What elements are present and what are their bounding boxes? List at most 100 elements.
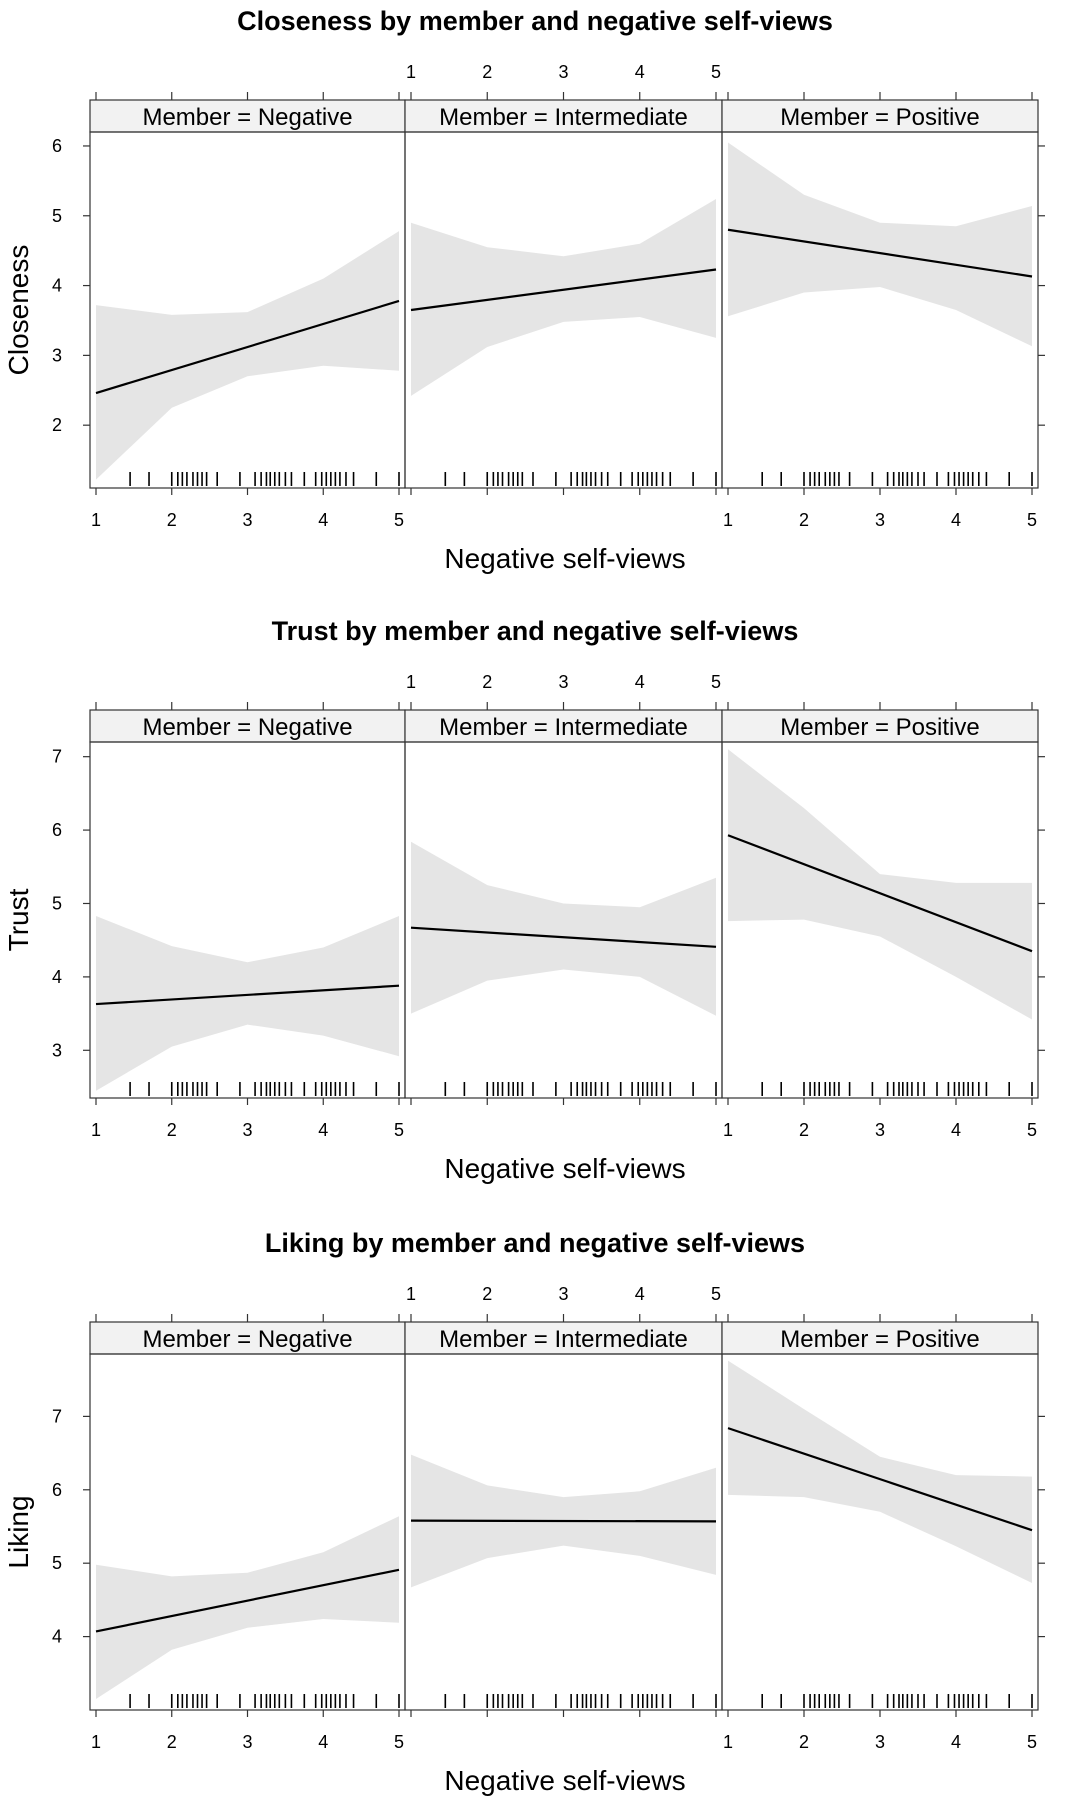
plot-title: Liking by member and negative self-views (265, 1228, 805, 1258)
x-tick-label: 4 (635, 1284, 645, 1304)
x-tick-label: 5 (711, 672, 721, 692)
confidence-band (96, 916, 399, 1091)
y-tick-label: 5 (52, 1553, 62, 1573)
panel-1: Member = Intermediate 1 2 3 4 5 (404, 672, 723, 1105)
x-axis-title: Negative self-views (444, 543, 685, 574)
fit-line (410, 268, 717, 312)
x-tick-label: 1 (91, 1732, 101, 1752)
y-tick-label: 3 (52, 1040, 62, 1060)
x-tick-label: 4 (951, 1120, 961, 1140)
figure-2: Liking by member and negative self-views… (3, 1228, 1045, 1796)
y-tick-label: 5 (52, 206, 62, 226)
confidence-band (728, 142, 1032, 347)
figure-1: Trust by member and negative self-views T… (3, 616, 1045, 1184)
x-tick-label: 4 (635, 672, 645, 692)
strip-label: Member = Positive (780, 714, 979, 741)
fit-line (95, 299, 400, 395)
panel-0: Member = Negative 1 2 3 4 5 (89, 1314, 406, 1752)
y-tick-label: 7 (52, 1406, 62, 1426)
x-tick-label: 2 (799, 510, 809, 530)
confidence-band (411, 199, 716, 396)
strip (89, 99, 406, 133)
x-tick-label: 3 (875, 510, 885, 530)
x-tick-label: 5 (394, 1120, 404, 1140)
y-tick-label: 6 (52, 1480, 62, 1500)
x-tick-label: 2 (167, 510, 177, 530)
x-tick-label: 3 (558, 62, 568, 82)
fit-line (410, 1519, 717, 1523)
figure-0: Closeness by member and negative self-vi… (3, 6, 1045, 574)
y-axis-title: Closeness (3, 245, 34, 376)
x-tick-label: 5 (711, 1284, 721, 1304)
x-axis-title: Negative self-views (444, 1153, 685, 1184)
x-tick-label: 3 (558, 1284, 568, 1304)
fit-line (727, 834, 1033, 953)
y-tick-label: 2 (52, 415, 62, 435)
panel-2: Member = Positive 1 2 3 4 5 (721, 702, 1039, 1140)
strip-label: Member = Negative (142, 104, 352, 131)
x-tick-label: 1 (406, 1284, 416, 1304)
x-tick-label: 4 (318, 1732, 328, 1752)
x-tick-label: 4 (318, 1120, 328, 1140)
y-tick-label: 5 (52, 893, 62, 913)
x-tick-label: 1 (91, 510, 101, 530)
strip-label: Member = Negative (142, 1326, 352, 1353)
y-axis-title: Trust (3, 888, 34, 951)
x-tick-label: 2 (167, 1120, 177, 1140)
fit-line (727, 1427, 1033, 1532)
confidence-band (728, 749, 1032, 1020)
strip-label: Member = Intermediate (439, 1326, 688, 1353)
x-tick-label: 3 (875, 1732, 885, 1752)
x-tick-label: 2 (482, 1284, 492, 1304)
x-tick-label: 3 (242, 1732, 252, 1752)
y-tick-label: 7 (52, 747, 62, 767)
y-tick-label: 4 (52, 967, 62, 987)
x-tick-label: 2 (482, 672, 492, 692)
x-tick-label: 1 (406, 62, 416, 82)
strip (89, 709, 406, 743)
strip (89, 1321, 406, 1355)
panel-1: Member = Intermediate 1 2 3 4 5 (404, 1284, 723, 1717)
x-tick-label: 1 (723, 1732, 733, 1752)
x-tick-label: 5 (1027, 1120, 1037, 1140)
strip-label: Member = Positive (780, 1326, 979, 1353)
x-axis-title: Negative self-views (444, 1765, 685, 1796)
x-tick-label: 1 (91, 1120, 101, 1140)
x-tick-label: 3 (242, 510, 252, 530)
panel-2: Member = Positive 1 2 3 4 5 (721, 1314, 1039, 1752)
y-tick-label: 6 (52, 820, 62, 840)
panel-0: Member = Negative 1 2 3 4 5 (89, 702, 406, 1140)
plot-title: Trust by member and negative self-views (272, 616, 799, 646)
fit-line (727, 228, 1033, 278)
x-tick-label: 5 (394, 510, 404, 530)
x-tick-label: 4 (635, 62, 645, 82)
x-tick-label: 2 (482, 62, 492, 82)
x-tick-label: 3 (875, 1120, 885, 1140)
x-tick-label: 5 (711, 62, 721, 82)
strip-label: Member = Positive (780, 104, 979, 131)
strip (721, 709, 1039, 743)
strip-label: Member = Negative (142, 714, 352, 741)
x-tick-label: 2 (799, 1732, 809, 1752)
x-tick-label: 4 (951, 510, 961, 530)
panel-0: Member = Negative 1 2 3 4 5 (89, 92, 406, 530)
confidence-band (728, 1360, 1032, 1583)
strip-label: Member = Intermediate (439, 104, 688, 131)
x-tick-label: 1 (406, 672, 416, 692)
x-tick-label: 5 (394, 1732, 404, 1752)
x-tick-label: 5 (1027, 510, 1037, 530)
fit-line (95, 1568, 400, 1633)
fit-line (95, 984, 400, 1006)
confidence-band (96, 1516, 399, 1699)
x-tick-label: 4 (951, 1732, 961, 1752)
y-axis-title: Liking (3, 1495, 34, 1568)
x-tick-label: 2 (799, 1120, 809, 1140)
x-tick-label: 1 (723, 510, 733, 530)
x-tick-label: 2 (167, 1732, 177, 1752)
y-tick-label: 3 (52, 345, 62, 365)
plot-title: Closeness by member and negative self-vi… (237, 6, 833, 36)
x-tick-label: 3 (242, 1120, 252, 1140)
panel-2: Member = Positive 1 2 3 4 5 (721, 92, 1039, 530)
strip-label: Member = Intermediate (439, 714, 688, 741)
fit-line (410, 926, 717, 948)
